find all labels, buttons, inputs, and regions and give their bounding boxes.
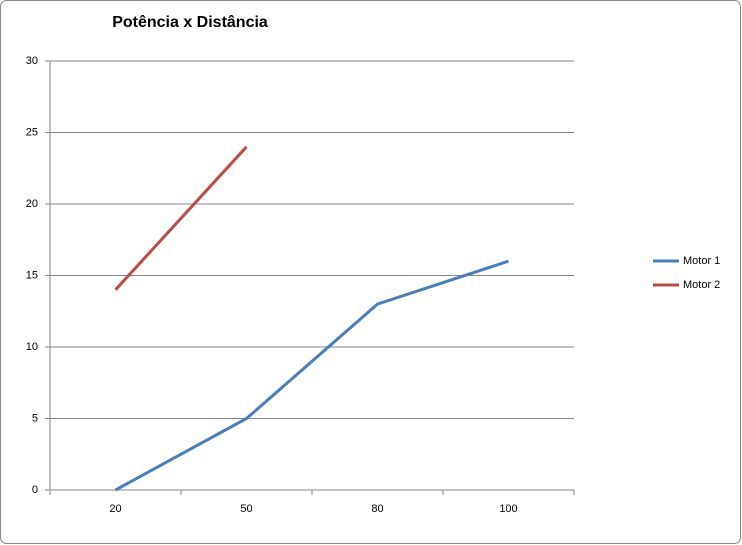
y-tick-label: 10	[26, 341, 38, 353]
x-tick-label: 100	[499, 503, 517, 515]
x-tick-label: 80	[371, 503, 383, 515]
y-tick-label: 30	[26, 55, 38, 67]
y-tick-label: 0	[32, 484, 38, 496]
y-tick-label: 5	[32, 412, 38, 424]
legend-label: Motor 2	[683, 279, 720, 291]
legend-label: Motor 1	[683, 255, 720, 267]
y-tick-label: 25	[26, 126, 38, 138]
y-tick-label: 15	[26, 269, 38, 281]
series-line	[114, 145, 248, 291]
series-line	[114, 259, 509, 492]
chart-title: Potência x Distância	[112, 14, 268, 31]
x-tick-label: 20	[109, 503, 121, 515]
y-tick-label: 20	[26, 198, 38, 210]
x-tick-label: 50	[240, 503, 252, 515]
